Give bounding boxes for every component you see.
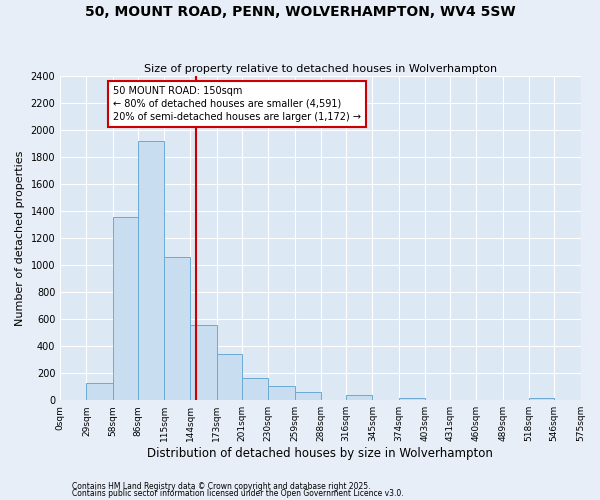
Bar — [164, 257, 190, 400]
X-axis label: Distribution of detached houses by size in Wolverhampton: Distribution of detached houses by size … — [148, 447, 493, 460]
Text: 50, MOUNT ROAD, PENN, WOLVERHAMPTON, WV4 5SW: 50, MOUNT ROAD, PENN, WOLVERHAMPTON, WV4… — [85, 5, 515, 19]
Text: Contains HM Land Registry data © Crown copyright and database right 2025.: Contains HM Land Registry data © Crown c… — [72, 482, 371, 491]
Bar — [398, 398, 425, 400]
Y-axis label: Number of detached properties: Number of detached properties — [15, 150, 25, 326]
Bar — [295, 392, 321, 400]
Title: Size of property relative to detached houses in Wolverhampton: Size of property relative to detached ho… — [144, 64, 497, 74]
Bar — [138, 141, 164, 400]
Bar — [346, 396, 373, 400]
Text: 50 MOUNT ROAD: 150sqm
← 80% of detached houses are smaller (4,591)
20% of semi-d: 50 MOUNT ROAD: 150sqm ← 80% of detached … — [113, 86, 361, 122]
Bar — [529, 398, 554, 400]
Bar — [113, 216, 138, 400]
Bar — [86, 382, 113, 400]
Bar — [242, 378, 268, 400]
Bar — [217, 354, 242, 400]
Text: Contains public sector information licensed under the Open Government Licence v3: Contains public sector information licen… — [72, 489, 404, 498]
Bar — [190, 324, 217, 400]
Bar — [268, 386, 295, 400]
